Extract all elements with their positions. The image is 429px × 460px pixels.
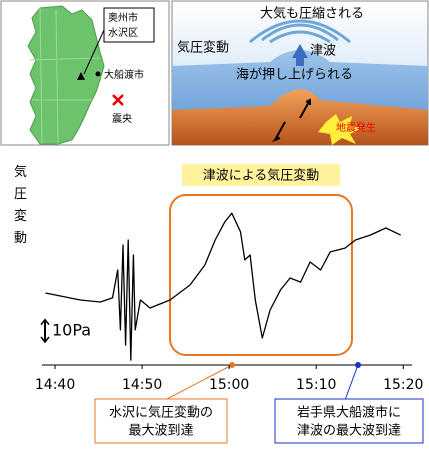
annotation-box	[274, 398, 424, 444]
y-axis-label: 気圧変動	[14, 164, 27, 246]
ofunato-marker	[95, 71, 101, 77]
land	[27, 5, 105, 145]
scale-bar-arrows	[40, 318, 50, 344]
ofunato-label: 大船渡市	[104, 68, 144, 81]
fault-arrows	[272, 98, 311, 143]
chart: 気圧変動 津波による気圧変動 水沢に気圧変動の 最大波到達 岩手県大船渡市に 津…	[14, 164, 424, 444]
diagram: 大気も圧縮される 気圧変動 津波 海が押し上げられる 地震発生	[171, 0, 429, 146]
box-label: 津波による気圧変動	[203, 168, 320, 184]
pressure-label: 気圧変動	[177, 40, 229, 56]
x-tick-label: 15:00	[209, 377, 249, 393]
tsunami-label: 津波	[310, 44, 336, 59]
x-tick-label: 15:10	[296, 377, 336, 393]
quake-label: 地震発生	[336, 121, 376, 134]
quake-burst	[318, 114, 362, 145]
oshu-label: 奥州市	[108, 11, 138, 24]
uplift-arrow	[292, 44, 308, 66]
atmosphere-label: 大気も圧縮される	[260, 6, 364, 22]
epicenter-marker	[112, 94, 124, 106]
oshu-leader	[83, 29, 105, 75]
annotation-box	[94, 398, 228, 444]
annotation: 最大波到達	[128, 424, 193, 439]
x-tick-label: 15:20	[383, 377, 423, 393]
ofunato-leader	[344, 364, 359, 401]
x-tick-label: 14:50	[122, 377, 162, 393]
prefecture-borders	[29, 7, 101, 145]
box-label-bg	[182, 164, 340, 186]
epicenter-label: 震央	[112, 112, 132, 125]
oshu-marker	[77, 72, 85, 80]
sea-label: 海が押し上げられる	[236, 68, 353, 83]
pressure-line	[45, 212, 401, 361]
pressure-waves	[249, 19, 351, 44]
tsunami-box	[169, 194, 353, 356]
scale-label: 10Pa	[52, 321, 91, 340]
oshu-label-box	[103, 7, 155, 43]
annotation: 水沢に気圧変動の	[109, 405, 213, 421]
x-tick-label: 14:40	[35, 377, 75, 393]
map: 奥州市 水沢区 大船渡市 震央	[0, 0, 170, 146]
oshu-leader	[164, 364, 233, 401]
annotation: 津波の最大波到達	[297, 424, 401, 439]
annotation: 岩手県大船渡市に	[297, 405, 401, 421]
oshu-label: 水沢区	[108, 26, 138, 39]
